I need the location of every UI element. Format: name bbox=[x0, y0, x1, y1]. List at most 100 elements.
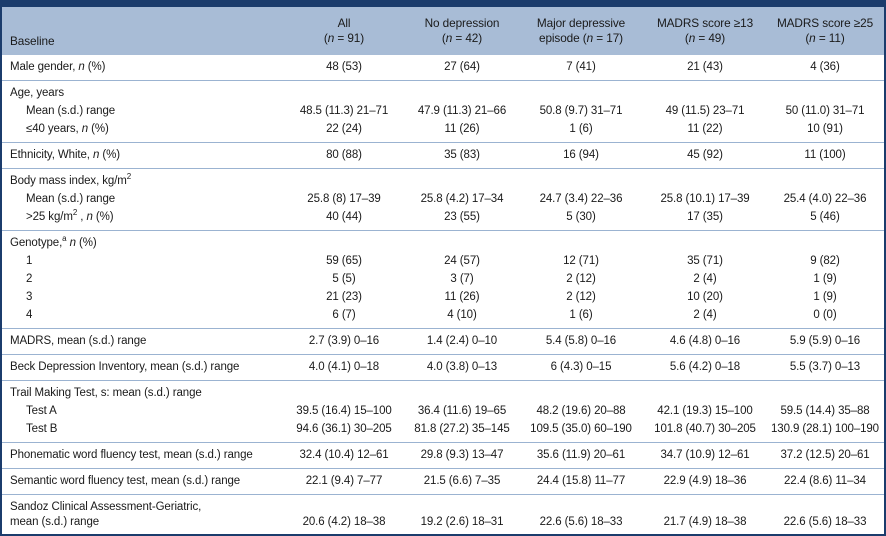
value-cell: 45 (92) bbox=[644, 142, 766, 169]
value-cell: 19.2 (2.6) 18–31 bbox=[420, 516, 504, 528]
value-cell: 22.6 (5.6) 18–33 bbox=[539, 516, 623, 528]
value-cell: 50.8 (9.7) 31–71 bbox=[539, 105, 623, 117]
table-row: Ethnicity, White, n (%) 80 (88) 35 (83) 16 … bbox=[2, 142, 884, 169]
value-cell: 5.4 (5.8) 0–16 bbox=[518, 328, 644, 355]
value-cell: 7 (41) bbox=[518, 55, 644, 81]
row-label: 4 bbox=[2, 307, 282, 329]
row-label: Ethnicity, White, n (%) bbox=[2, 142, 282, 169]
value-cell: 25.8 (4.2) 17–34 bbox=[420, 193, 504, 205]
row-label: MADRS, mean (s.d.) range bbox=[2, 328, 282, 355]
col-header-0: All (n = 91) bbox=[282, 7, 406, 55]
table-row: 2 5 (5) 3 (7) 2 (12) 2 (4) 1 (9) bbox=[2, 271, 884, 289]
row-label: Genotype,a n (%) bbox=[10, 234, 97, 249]
table-row: Phonematic word fluency test, mean (s.d.… bbox=[2, 442, 884, 469]
value-cell: 11 (26) bbox=[444, 291, 480, 303]
row-label: Male gender, n (%) bbox=[2, 55, 282, 81]
value-cell: 10 (91) bbox=[766, 121, 884, 143]
value-cell: 11 (22) bbox=[644, 121, 766, 143]
value-cell: 42.1 (19.3) 15–100 bbox=[657, 405, 753, 417]
value-cell: 32.4 (10.4) 12–61 bbox=[282, 442, 406, 469]
value-cell: 29.8 (9.3) 13–47 bbox=[406, 442, 518, 469]
value-cell: 2 (4) bbox=[644, 307, 766, 329]
value-cell bbox=[766, 169, 884, 192]
value-cell: 59.5 (14.4) 35–88 bbox=[780, 405, 870, 417]
row-label: Mean (s.d.) range bbox=[26, 105, 116, 117]
value-cell: 10 (20) bbox=[687, 291, 723, 303]
table-row: MADRS, mean (s.d.) range 2.7 (3.9) 0–16 1.… bbox=[2, 328, 884, 355]
row-label: Beck Depression Inventory, mean (s.d.) r… bbox=[2, 354, 282, 381]
table-row: Test A 39.5 (16.4) 15–100 36.4 (11.6) 19–6… bbox=[2, 403, 884, 421]
table-row: Sandoz Clinical Assessment-Geriatric, mea… bbox=[2, 495, 884, 533]
row-label: Sandoz Clinical Assessment-Geriatric, mea… bbox=[10, 501, 202, 528]
row-label: >25 kg/m2 , n (%) bbox=[2, 209, 282, 231]
value-cell: 1 (6) bbox=[518, 121, 644, 143]
row-label: 2 bbox=[26, 273, 33, 285]
value-cell: 4 (36) bbox=[766, 55, 884, 81]
value-cell: 22.1 (9.4) 7–77 bbox=[282, 468, 406, 495]
value-cell bbox=[518, 381, 644, 404]
value-cell: 37.2 (12.5) 20–61 bbox=[766, 442, 884, 469]
value-cell: 2 (12) bbox=[566, 273, 596, 285]
value-cell bbox=[518, 169, 644, 192]
value-cell: 22 (24) bbox=[282, 121, 406, 143]
value-cell bbox=[518, 81, 644, 104]
value-cell: 25.8 (8) 17–39 bbox=[307, 193, 381, 205]
value-cell: 48.2 (19.6) 20–88 bbox=[536, 405, 626, 417]
top-rule bbox=[2, 2, 884, 7]
value-cell: 21 (23) bbox=[326, 291, 362, 303]
value-cell: 1 (6) bbox=[518, 307, 644, 329]
value-cell bbox=[406, 169, 518, 192]
value-cell: 109.5 (35.0) 60–190 bbox=[518, 421, 644, 443]
table-group-row: Genotype,a n (%) bbox=[2, 231, 884, 254]
table-row: >25 kg/m2 , n (%) 40 (44) 23 (55) 5 (30) 17 … bbox=[2, 209, 884, 231]
row-label: Body mass index, kg/m2 bbox=[10, 172, 132, 187]
value-cell bbox=[406, 231, 518, 254]
row-label: Semantic word fluency test, mean (s.d.) … bbox=[2, 468, 282, 495]
col-header-3: MADRS score ≥13 (n = 49) bbox=[644, 7, 766, 55]
value-cell: 21.5 (6.6) 7–35 bbox=[406, 468, 518, 495]
value-cell: 80 (88) bbox=[282, 142, 406, 169]
value-cell bbox=[766, 81, 884, 104]
value-cell bbox=[406, 381, 518, 404]
value-cell: 27 (64) bbox=[406, 55, 518, 81]
table-row: 3 21 (23) 11 (26) 2 (12) 10 (20) 1 (9) bbox=[2, 289, 884, 307]
value-cell: 11 (26) bbox=[406, 121, 518, 143]
value-cell: 39.5 (16.4) 15–100 bbox=[296, 405, 392, 417]
value-cell: 1 (9) bbox=[813, 273, 837, 285]
table-row: Beck Depression Inventory, mean (s.d.) r… bbox=[2, 354, 884, 381]
value-cell: 47.9 (11.3) 21–66 bbox=[417, 105, 507, 117]
table-row: Semantic word fluency test, mean (s.d.) … bbox=[2, 468, 884, 495]
row-label: 3 bbox=[26, 291, 33, 303]
table-row: Mean (s.d.) range 25.8 (8) 17–39 25.8 (4.2… bbox=[2, 191, 884, 209]
value-cell bbox=[406, 81, 518, 104]
value-cell: 23 (55) bbox=[406, 209, 518, 231]
table-group-row: Trail Making Test, s: mean (s.d.) range bbox=[2, 381, 884, 404]
value-cell: 48 (53) bbox=[282, 55, 406, 81]
value-cell bbox=[282, 169, 406, 192]
value-cell bbox=[644, 169, 766, 192]
value-cell: 11 (100) bbox=[766, 142, 884, 169]
table-row: 1 59 (65) 24 (57) 12 (71) 35 (71) 9 (82) bbox=[2, 253, 884, 271]
value-cell: 5 (30) bbox=[518, 209, 644, 231]
table-row: Mean (s.d.) range 48.5 (11.3) 21–71 47.9 (… bbox=[2, 103, 884, 121]
value-cell: 20.6 (4.2) 18–38 bbox=[302, 516, 386, 528]
row-label: Trail Making Test, s: mean (s.d.) range bbox=[10, 387, 202, 399]
row-label: ≤40 years, n (%) bbox=[2, 121, 282, 143]
row-label: Age, years bbox=[10, 87, 64, 99]
table-body: Male gender, n (%) 48 (53) 27 (64) 7 (41) 21… bbox=[2, 55, 884, 532]
value-cell bbox=[644, 81, 766, 104]
value-cell: 25.4 (4.0) 22–36 bbox=[783, 193, 867, 205]
value-cell: 0 (0) bbox=[766, 307, 884, 329]
value-cell bbox=[518, 231, 644, 254]
value-cell: 6 (4.3) 0–15 bbox=[518, 354, 644, 381]
value-cell: 2.7 (3.9) 0–16 bbox=[282, 328, 406, 355]
table-group-row: Body mass index, kg/m2 bbox=[2, 169, 884, 192]
col-header-4: MADRS score ≥25 (n = 11) bbox=[766, 7, 884, 55]
value-cell: 22.6 (5.6) 18–33 bbox=[783, 516, 867, 528]
value-cell: 24.4 (15.8) 11–77 bbox=[518, 468, 644, 495]
col-header-baseline: Baseline bbox=[2, 7, 282, 55]
value-cell: 17 (35) bbox=[644, 209, 766, 231]
header-row: Baseline All (n = 91) No depression (n = 42… bbox=[2, 7, 884, 55]
row-label: Mean (s.d.) range bbox=[26, 193, 116, 205]
